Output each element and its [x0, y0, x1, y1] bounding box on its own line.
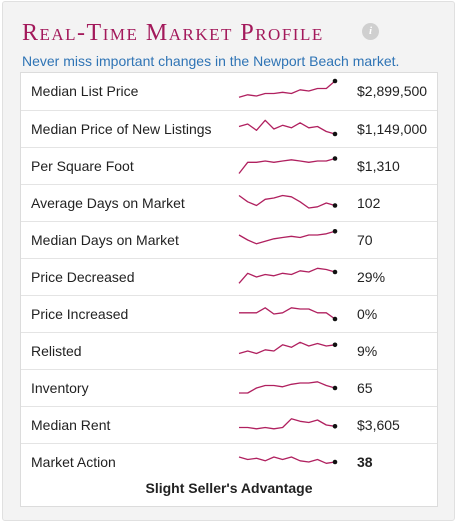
table-row: Inventory 65 — [21, 369, 437, 406]
trend-sparkline — [239, 381, 338, 394]
table-row: Median Rent $3,605 — [21, 406, 437, 443]
sparkline-endpoint — [332, 385, 338, 391]
table-row: Price Increased 0% — [21, 295, 437, 332]
table-row: Median Price of New Listings $1,149,000 — [21, 110, 437, 147]
metric-label: Average Days on Market — [31, 195, 185, 211]
trend-sparkline — [238, 267, 338, 284]
trend-sparkline — [238, 119, 338, 137]
sparkline-endpoint — [332, 424, 338, 429]
metric-value: 38 — [357, 454, 373, 470]
trend-sparkline — [239, 418, 338, 430]
sparkline-path — [238, 80, 336, 98]
table-row: Median List Price $2,899,500 — [21, 73, 437, 110]
metric-value: 102 — [357, 195, 381, 211]
metric-label: Inventory — [31, 380, 89, 396]
metric-label: Market Action — [31, 454, 116, 470]
metric-label: Median List Price — [31, 83, 139, 99]
sparkline-endpoint — [332, 78, 338, 84]
sparkline-endpoint — [332, 269, 338, 275]
sparkline-endpoint — [332, 459, 338, 465]
metric-value: 70 — [357, 232, 373, 248]
sparkline-path — [238, 157, 336, 174]
table-row: Per Square Foot $1,310 — [21, 147, 437, 184]
metric-label: Per Square Foot — [31, 158, 134, 174]
sparkline-endpoint — [332, 156, 338, 161]
trend-sparkline — [238, 78, 338, 98]
metric-label: Price Increased — [31, 306, 129, 322]
sparkline-path — [238, 456, 336, 464]
metrics-table: Median List Price $2,899,500 Median Price … — [20, 72, 438, 507]
panel-title: Real-Time Market Profile — [22, 20, 324, 46]
trend-sparkline — [238, 229, 338, 245]
metric-value: 9% — [357, 343, 378, 359]
trend-sparkline — [238, 194, 338, 209]
sparkline-endpoint — [332, 131, 338, 137]
sparkline-path — [238, 119, 336, 135]
table-row: Median Days on Market 70 — [21, 221, 437, 258]
panel-subtitle: Never miss important changes in the Newp… — [22, 53, 400, 69]
trend-sparkline — [239, 307, 338, 322]
metric-value: $1,310 — [357, 158, 400, 174]
sparkline-path — [239, 418, 336, 430]
market-verdict: Slight Seller's Advantage — [145, 480, 313, 496]
sparkline-endpoint — [332, 203, 338, 208]
metric-label: Price Decreased — [31, 269, 135, 285]
metric-label: Median Days on Market — [31, 232, 179, 248]
sparkline-path — [239, 381, 336, 394]
sparkline-path — [239, 307, 336, 320]
metric-value: $2,899,500 — [357, 83, 428, 99]
trend-sparkline — [238, 341, 338, 355]
metric-value: $1,149,000 — [357, 121, 428, 137]
sparkline-path — [238, 267, 336, 284]
sparkline-endpoint — [332, 342, 338, 348]
sparkline-path — [238, 194, 336, 209]
trend-sparkline — [238, 156, 338, 174]
sparkline-path — [238, 341, 336, 355]
trend-sparkline — [238, 456, 338, 465]
sparkline-endpoint — [332, 316, 338, 322]
table-row: Price Decreased 29% — [21, 258, 437, 295]
metric-label: Median Price of New Listings — [31, 121, 212, 137]
sparkline-path — [238, 230, 336, 245]
metric-label: Relisted — [31, 343, 82, 359]
metric-value: 0% — [357, 306, 378, 322]
metric-value: $3,605 — [357, 417, 400, 433]
metric-value: 29% — [357, 269, 386, 285]
metric-label: Median Rent — [31, 417, 111, 433]
metric-value: 65 — [357, 380, 373, 396]
table-row: Relisted 9% — [21, 332, 437, 369]
table-row: Average Days on Market 102 — [21, 184, 437, 221]
table-row: Market Action 38 — [21, 443, 437, 480]
info-icon[interactable]: i — [362, 23, 379, 40]
sparkline-endpoint — [332, 229, 338, 234]
